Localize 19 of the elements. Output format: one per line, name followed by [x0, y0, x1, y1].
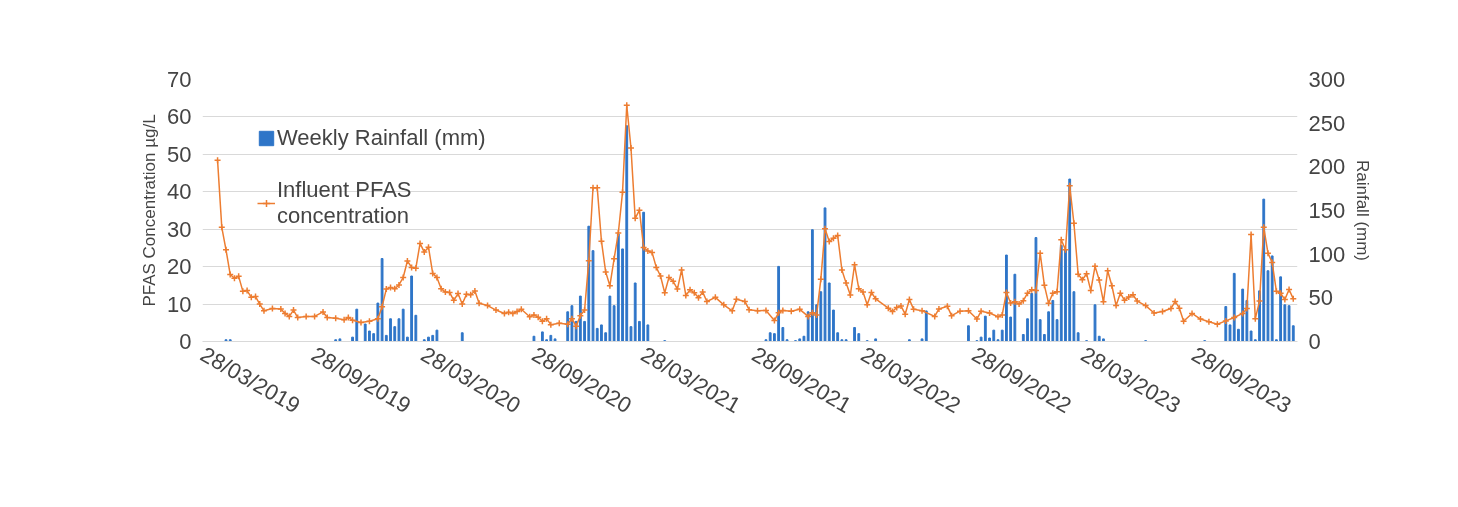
legend-label: Influent PFAS concentration [277, 177, 412, 229]
y-tick-label: 30 [167, 216, 192, 242]
y-tick-label: 20 [167, 254, 192, 280]
y-tick-label: 0 [179, 329, 192, 354]
y2-tick-label: 0 [1308, 329, 1321, 354]
y-tick-label: 60 [167, 104, 192, 130]
y-tick-label: 50 [167, 141, 192, 167]
legend-label: Weekly Rainfall (mm) [277, 125, 486, 151]
y2-axis-title: Rainfall (mm) [1353, 159, 1373, 262]
y2-tick-label: 150 [1308, 198, 1346, 223]
y-tick-label: 40 [167, 179, 192, 205]
y-axis-title: PFAS Concentration µg/L [140, 114, 160, 307]
y2-tick-label: 300 [1308, 67, 1346, 92]
y2-tick-label: 250 [1308, 110, 1346, 136]
y2-tick-label: 50 [1308, 285, 1333, 311]
y2-tick-label: 100 [1308, 241, 1346, 267]
y-tick-label: 70 [167, 67, 192, 92]
y2-tick-label: 200 [1308, 154, 1346, 180]
y-tick-label: 10 [167, 291, 192, 317]
